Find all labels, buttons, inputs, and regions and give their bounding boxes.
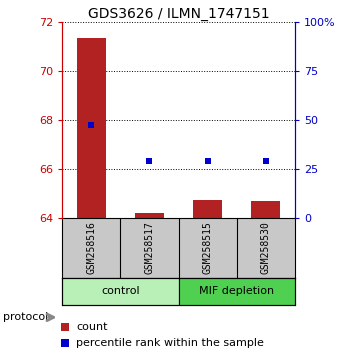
Text: control: control (101, 286, 139, 297)
Text: count: count (76, 322, 108, 332)
Bar (178, 278, 295, 305)
Text: GSM258516: GSM258516 (86, 222, 96, 274)
Text: GSM258530: GSM258530 (261, 222, 271, 274)
Text: GSM258517: GSM258517 (144, 222, 154, 274)
Text: GSM258515: GSM258515 (203, 222, 212, 274)
Text: percentile rank within the sample: percentile rank within the sample (76, 338, 265, 348)
Title: GDS3626 / ILMN_1747151: GDS3626 / ILMN_1747151 (88, 7, 269, 21)
Bar (62, 278, 178, 305)
Bar (251, 201, 280, 218)
Bar (76, 38, 106, 218)
Text: MIF depletion: MIF depletion (199, 286, 274, 297)
Bar (193, 200, 222, 218)
Bar (135, 213, 164, 218)
Text: protocol: protocol (3, 312, 49, 322)
